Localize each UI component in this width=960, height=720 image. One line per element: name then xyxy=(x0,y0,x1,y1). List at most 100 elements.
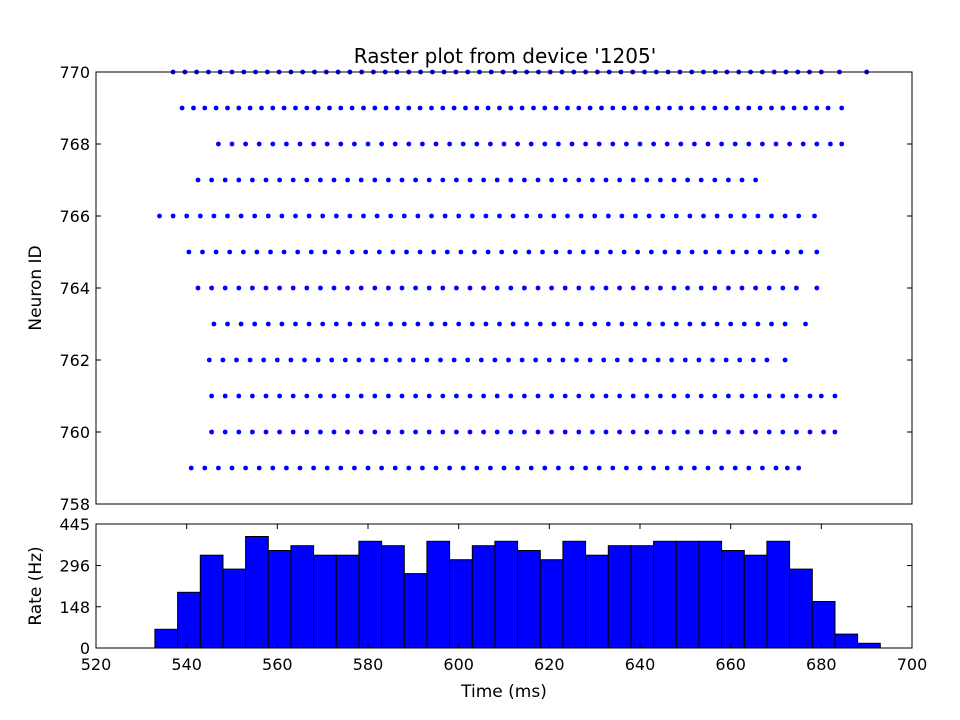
spike-point xyxy=(567,249,573,255)
spike-point xyxy=(361,321,366,327)
spike-point xyxy=(370,357,375,363)
spike-point xyxy=(318,285,323,291)
spike-point xyxy=(358,177,364,183)
spike-point xyxy=(460,465,466,471)
spike-row-769 xyxy=(179,105,845,111)
spike-point xyxy=(619,321,625,327)
spike-point xyxy=(420,465,425,471)
spike-point xyxy=(766,285,772,291)
spike-point xyxy=(537,321,543,327)
spike-point xyxy=(345,393,350,399)
spike-point xyxy=(379,141,384,147)
spike-point xyxy=(376,249,382,255)
spike-point xyxy=(347,321,353,327)
spike-point xyxy=(277,177,282,183)
rate-plot-frame xyxy=(95,523,913,649)
spike-point xyxy=(739,429,745,435)
spike-point xyxy=(735,105,740,111)
spike-point xyxy=(510,213,516,219)
spike-point xyxy=(741,213,747,219)
spike-point xyxy=(225,213,230,219)
rate-bar xyxy=(562,540,587,649)
spike-point xyxy=(726,429,731,435)
spike-point xyxy=(467,285,473,291)
spike-point xyxy=(703,249,709,255)
spike-point xyxy=(728,213,734,219)
rate-bar xyxy=(811,601,836,649)
spike-point xyxy=(304,393,310,399)
spike-point xyxy=(349,249,355,255)
spike-point xyxy=(565,105,570,111)
spike-point xyxy=(268,249,273,255)
spike-point xyxy=(488,465,493,471)
rate-y-tick-label: 445 xyxy=(59,515,90,534)
spike-point xyxy=(399,429,405,435)
spike-point xyxy=(565,321,570,327)
spike-point xyxy=(726,177,731,183)
spike-point xyxy=(304,429,310,435)
spike-point xyxy=(290,429,296,435)
spike-point xyxy=(726,285,731,291)
spike-point xyxy=(673,321,679,327)
spike-point xyxy=(744,249,749,255)
spike-point xyxy=(644,429,650,435)
spike-point xyxy=(712,105,718,111)
spike-point xyxy=(535,429,541,435)
spike-point xyxy=(692,141,697,147)
spike-point xyxy=(478,357,484,363)
spike-point xyxy=(372,105,378,111)
spike-point xyxy=(576,285,582,291)
spike-point xyxy=(306,321,312,327)
rate-bar xyxy=(426,540,451,649)
spike-point xyxy=(372,177,378,183)
spike-point xyxy=(784,249,790,255)
spike-point xyxy=(485,249,491,255)
spike-point xyxy=(413,177,418,183)
spike-point xyxy=(216,141,221,147)
spike-point xyxy=(297,465,303,471)
spike-point xyxy=(531,105,536,111)
rate-bars xyxy=(154,536,881,649)
spike-point xyxy=(698,393,704,399)
spike-point xyxy=(211,321,217,327)
spike-point xyxy=(390,249,396,255)
spike-point xyxy=(574,357,579,363)
raster-y-tick-label: 764 xyxy=(59,279,90,298)
spike-point xyxy=(494,393,500,399)
spike-point xyxy=(685,393,690,399)
spike-point xyxy=(304,105,310,111)
spike-point xyxy=(460,141,466,147)
spike-point xyxy=(728,321,734,327)
rate-bar xyxy=(789,568,813,649)
spike-point xyxy=(338,465,344,471)
rate-bar xyxy=(222,568,247,649)
rate-bar xyxy=(403,573,428,649)
spike-point xyxy=(320,213,326,219)
spike-point xyxy=(635,249,641,255)
spike-point xyxy=(515,141,520,147)
spike-row-763 xyxy=(211,321,808,327)
spike-point xyxy=(576,105,582,111)
spike-point xyxy=(456,321,462,327)
spike-point xyxy=(648,249,654,255)
raster-y-tick-label: 758 xyxy=(59,495,90,514)
spike-point xyxy=(236,177,242,183)
spike-point xyxy=(803,105,808,111)
spike-point xyxy=(624,141,629,147)
spike-point xyxy=(655,105,661,111)
spike-point xyxy=(642,357,647,363)
spike-point xyxy=(222,429,228,435)
spike-point xyxy=(651,141,656,147)
spike-point xyxy=(766,429,772,435)
spike-point xyxy=(780,105,786,111)
spike-point xyxy=(386,177,391,183)
rate-bar xyxy=(585,554,609,649)
spike-point xyxy=(429,105,434,111)
spike-point xyxy=(512,249,518,255)
spike-point xyxy=(358,429,364,435)
spike-point xyxy=(630,285,636,291)
spike-point xyxy=(671,285,677,291)
spike-point xyxy=(832,429,838,435)
spike-point xyxy=(202,465,208,471)
spike-point xyxy=(780,285,786,291)
